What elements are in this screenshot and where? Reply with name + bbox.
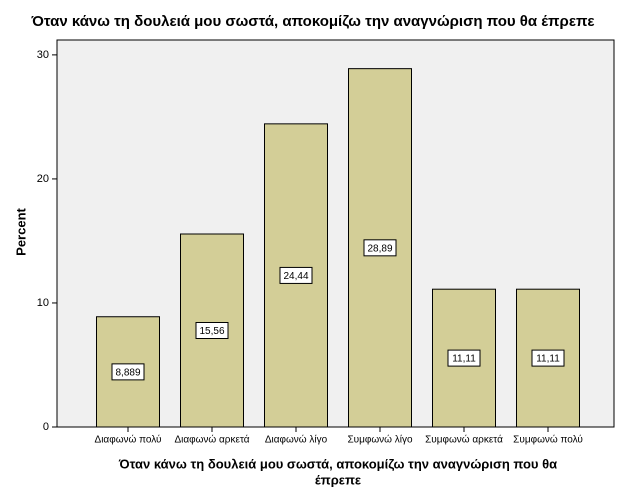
value-label: 24,44 bbox=[283, 271, 308, 282]
value-label-box bbox=[195, 321, 229, 339]
x-tick-label: Συμφωνώ λίγο bbox=[347, 434, 413, 446]
x-tick-label: Διαφωνώ πολύ bbox=[95, 434, 162, 446]
value-label: 8,889 bbox=[115, 368, 140, 379]
value-label-box bbox=[363, 239, 397, 257]
y-tick-label: 30 bbox=[37, 49, 49, 61]
y-axis-label: Percent bbox=[13, 207, 28, 255]
value-label-box bbox=[111, 363, 145, 381]
value-label: 11,11 bbox=[452, 354, 476, 365]
x-tick-label: Διαφωνώ αρκετά bbox=[174, 434, 249, 446]
x-axis-label: Όταν κάνω τη δουλειά μου σωστά, αποκομίζ… bbox=[118, 456, 557, 471]
value-label-box bbox=[279, 266, 313, 284]
y-tick-label: 10 bbox=[37, 297, 49, 309]
y-tick-label: 0 bbox=[43, 421, 49, 433]
value-label: 28,89 bbox=[367, 243, 392, 254]
value-label: 15,56 bbox=[199, 326, 224, 337]
value-label-box bbox=[447, 349, 481, 367]
x-tick-label: Διαφωνώ λίγο bbox=[265, 434, 328, 446]
x-axis-label: έπρεπε bbox=[315, 472, 361, 487]
x-tick-label: Συμφωνώ πολύ bbox=[513, 434, 583, 446]
value-label-box bbox=[531, 349, 565, 367]
chart-title: Όταν κάνω τη δουλειά μου σωστά, αποκομίζ… bbox=[30, 13, 594, 30]
y-tick-label: 20 bbox=[37, 173, 49, 185]
x-tick-label: Συμφωνώ αρκετά bbox=[425, 434, 503, 446]
bar bbox=[180, 233, 244, 428]
value-label: 11,11 bbox=[536, 354, 560, 365]
